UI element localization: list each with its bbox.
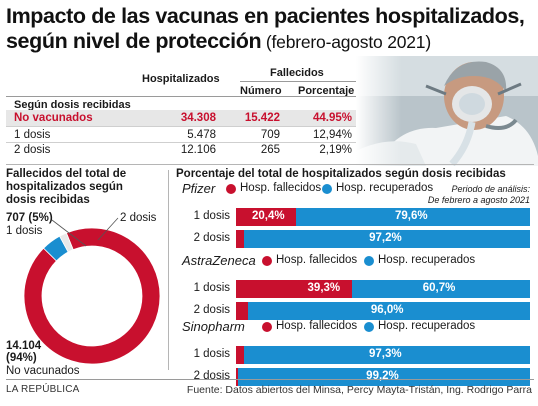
vaccine-name: Pfizer xyxy=(182,181,216,196)
legend-label-recuperados: Hosp. recuperados xyxy=(378,254,476,266)
legend-label-recuperados: Hosp. recuperados xyxy=(336,182,434,194)
bar-value-recuperados: 97,3% xyxy=(368,348,402,360)
legend-dot-fallecidos xyxy=(262,322,272,332)
bar-segment-fallecidos xyxy=(236,346,244,364)
dose-label: 1 dosis xyxy=(193,210,230,222)
stacked-bar: 97,2% xyxy=(236,230,530,248)
legend-label-fallecidos: Hosp. fallecidos xyxy=(276,254,358,266)
publisher-name: LA REPÚBLICA xyxy=(6,384,80,395)
stacked-bar: 96,0% xyxy=(236,302,530,320)
patient-photo xyxy=(356,56,538,166)
period-label: Periodo de análisis: De febrero a agosto… xyxy=(400,184,530,206)
bar-value-recuperados: 79,6% xyxy=(394,210,428,222)
bar-value-recuperados: 97,2% xyxy=(369,232,402,244)
row-label: 1 dosis xyxy=(14,129,51,141)
row-numero: 709 xyxy=(260,129,280,141)
section-separator xyxy=(6,164,534,165)
section-divider xyxy=(6,96,356,97)
bar-segment-recuperados xyxy=(244,230,530,248)
col-fallecidos: Fallecidos xyxy=(270,67,324,79)
bar-segment-fallecidos xyxy=(236,208,296,226)
section-label: Según dosis recibidas xyxy=(14,99,131,111)
bar-segment-recuperados xyxy=(247,302,530,320)
dose-label: 2 dosis xyxy=(193,304,230,316)
bar-value-fallecidos: 20,4% xyxy=(251,210,285,222)
title-line-2: según nivel de protección (febrero-agost… xyxy=(6,29,534,55)
row-label: 2 dosis xyxy=(14,144,51,156)
bar-segment-fallecidos xyxy=(236,230,245,248)
bars-title: Porcentaje del total de hospitalizados s… xyxy=(176,168,506,180)
row-hospitalizados: 12.106 xyxy=(180,144,216,156)
dose-label: 1 dosis xyxy=(193,348,230,360)
donut-title: Fallecidos del total de hospitalizados s… xyxy=(6,168,127,206)
row-hospitalizados: 5.478 xyxy=(187,129,216,141)
stacked-bar: 39,3% 60,7% xyxy=(236,280,530,298)
donut-label-novac-pct: (94%) xyxy=(6,352,37,364)
legend-dot-recuperados xyxy=(364,322,374,332)
stacked-bar: 97,3% xyxy=(236,346,530,364)
period-line-2: De febrero a agosto 2021 xyxy=(427,195,530,205)
bar-segment-recuperados xyxy=(238,368,530,386)
bar-segment-fallecidos xyxy=(236,302,248,320)
legend-dot-recuperados xyxy=(322,184,332,194)
footer-divider xyxy=(6,379,534,380)
dose-label: 2 dosis xyxy=(193,370,230,382)
col-numero: Número xyxy=(240,85,282,97)
donut-label-novac-name: No vacunados xyxy=(6,365,80,377)
legend-label-fallecidos: Hosp. fallecidos xyxy=(240,182,322,194)
dose-label: 1 dosis xyxy=(193,282,230,294)
legend-dot-recuperados xyxy=(364,256,374,266)
stacked-bar: 20,4% 79,6% xyxy=(236,208,530,226)
legend-dot-fallecidos xyxy=(262,256,272,266)
row-highlight xyxy=(6,110,356,126)
bar-segment-fallecidos xyxy=(236,368,239,386)
source-note: Fuente: Datos abiertos del Minsa, Percy … xyxy=(186,384,532,396)
row-porcentaje: 44.95% xyxy=(312,112,352,124)
col-hospitalizados: Hospitalizados xyxy=(142,73,220,85)
bar-segment-fallecidos xyxy=(236,280,352,298)
row-divider xyxy=(6,142,356,143)
header-divider xyxy=(240,81,356,82)
col-porcentaje: Porcentaje xyxy=(298,85,355,97)
vaccine-name: AstraZeneca xyxy=(182,253,256,268)
legend-dot-fallecidos xyxy=(226,184,236,194)
donut-label-1dosis-value: 707 (5%) xyxy=(6,212,53,224)
legend-label-fallecidos: Hosp. fallecidos xyxy=(276,320,358,332)
donut-slice-no-vacunados xyxy=(23,227,161,365)
bar-value-recuperados: 96,0% xyxy=(370,304,404,316)
row-label: No vacunados xyxy=(14,112,93,124)
row-numero: 15.422 xyxy=(244,112,280,124)
donut-label-1dosis-name: 1 dosis xyxy=(6,225,43,237)
period-line-1: Periodo de análisis: xyxy=(451,184,530,194)
title-date-range: (febrero-agosto 2021) xyxy=(261,32,431,52)
row-hospitalizados: 34.308 xyxy=(180,112,216,124)
donut-label-novac-value: 14.104 xyxy=(6,340,42,352)
vaccine-name: Sinopharm xyxy=(182,319,245,334)
bar-value-fallecidos: 39,3% xyxy=(307,282,341,294)
column-separator xyxy=(168,170,169,370)
page-title: Impacto de las vacunas en pacientes hosp… xyxy=(6,4,534,55)
donut-chart xyxy=(23,227,161,365)
row-divider xyxy=(6,126,356,127)
row-numero: 265 xyxy=(260,144,280,156)
row-porcentaje: 2,19% xyxy=(319,144,352,156)
bar-segment-recuperados xyxy=(295,208,530,226)
legend-label-recuperados: Hosp. recuperados xyxy=(378,320,476,332)
bar-segment-recuperados xyxy=(351,280,530,298)
row-porcentaje: 12,94% xyxy=(312,129,352,141)
donut-label-2dosis: 2 dosis xyxy=(120,212,157,224)
bar-value-recuperados: 99,2% xyxy=(366,370,399,382)
bar-segment-recuperados xyxy=(243,346,530,364)
title-line-2-bold: según nivel de protección xyxy=(6,29,262,53)
title-line-1: Impacto de las vacunas en pacientes hosp… xyxy=(6,4,525,28)
dose-label: 2 dosis xyxy=(193,232,230,244)
bar-value-recuperados: 60,7% xyxy=(422,282,456,294)
